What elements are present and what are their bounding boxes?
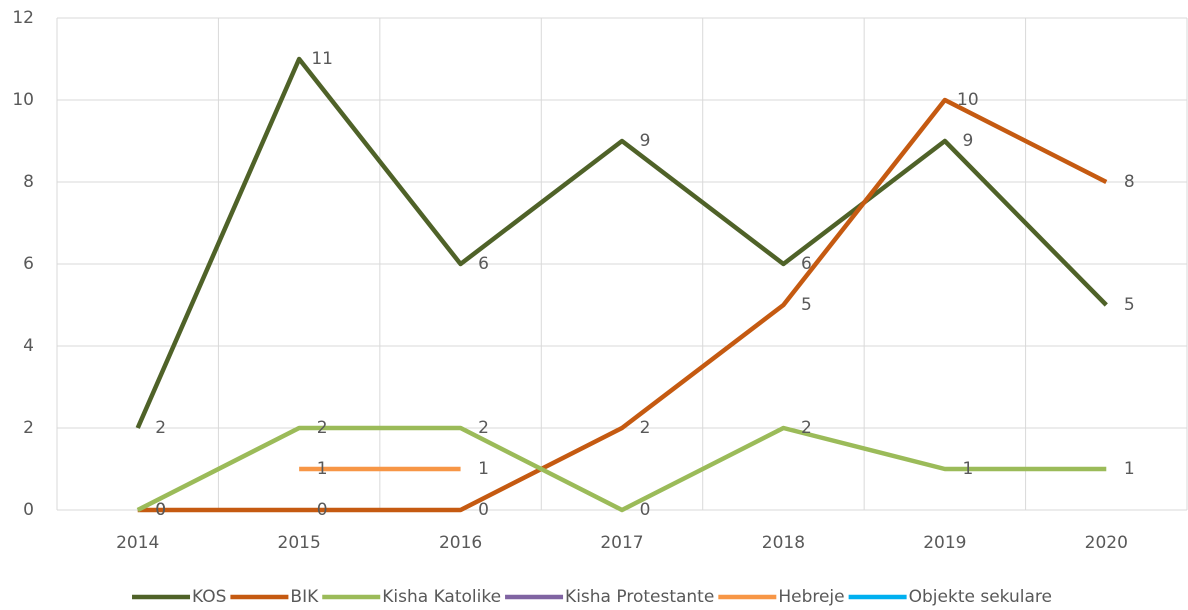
data-label: 9	[640, 131, 651, 151]
data-label: 0	[155, 500, 166, 520]
legend: KOS BIK Kisha Katolike Kisha Protestante Heb…	[132, 587, 1052, 607]
legend-label: Objekte sekulare	[909, 587, 1052, 607]
data-label: 1	[478, 459, 489, 479]
data-label: 1	[962, 459, 973, 479]
data-label: 9	[962, 131, 973, 151]
data-label: 1	[1124, 459, 1135, 479]
x-tick-label: 2020	[1085, 533, 1128, 553]
data-label: 10	[957, 90, 979, 110]
y-tick-label: 8	[23, 172, 34, 192]
data-label: 2	[640, 418, 651, 438]
y-tick-label: 6	[23, 254, 34, 274]
series-line	[137, 97, 1108, 513]
data-label: 6	[478, 254, 489, 274]
data-label: 0	[640, 500, 651, 520]
y-tick-label: 0	[23, 500, 34, 520]
data-label: 1	[317, 459, 328, 479]
x-tick-label: 2017	[600, 533, 643, 553]
legend-label: KOS	[192, 587, 226, 607]
x-tick-label: 2016	[439, 533, 482, 553]
y-tick-label: 2	[23, 418, 34, 438]
legend-label: Hebreje	[778, 587, 844, 607]
data-label: 11	[311, 49, 333, 69]
x-tick-label: 2018	[762, 533, 805, 553]
data-label: 2	[317, 418, 328, 438]
data-label: 5	[1124, 295, 1135, 315]
y-tick-label: 12	[12, 8, 34, 28]
data-label: 0	[478, 500, 489, 520]
y-tick-label: 4	[23, 336, 34, 356]
data-label: 2	[478, 418, 489, 438]
data-label: 8	[1124, 172, 1135, 192]
y-tick-label: 10	[12, 90, 34, 110]
data-label: 2	[801, 418, 812, 438]
series-line	[136, 425, 1107, 513]
data-label: 5	[801, 295, 812, 315]
data-label: 6	[801, 254, 812, 274]
legend-label: Kisha Katolike	[382, 587, 501, 607]
legend-label: BIK	[290, 587, 319, 607]
x-tick-label: 2015	[278, 533, 321, 553]
series-line	[135, 56, 1108, 429]
x-tick-label: 2014	[116, 533, 159, 553]
data-label: 0	[155, 500, 166, 520]
data-label: 2	[155, 418, 166, 438]
x-tick-label: 2019	[923, 533, 966, 553]
legend-label: Kisha Protestante	[565, 587, 714, 607]
data-label: 0	[317, 500, 328, 520]
